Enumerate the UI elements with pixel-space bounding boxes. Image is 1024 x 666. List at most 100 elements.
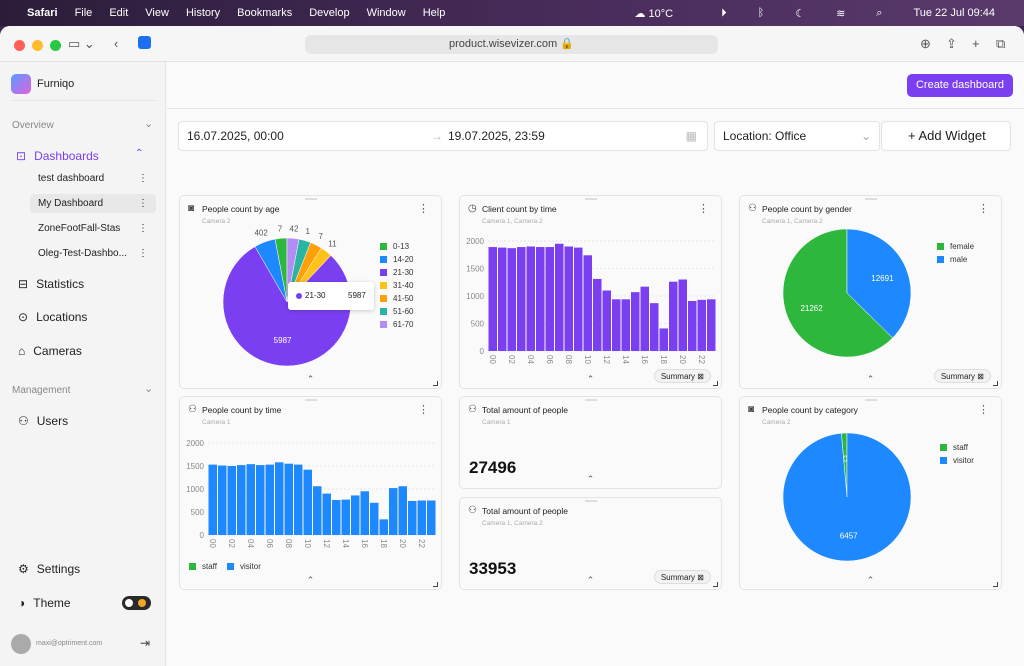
new-tab-icon[interactable]: + — [972, 36, 980, 51]
legend-item[interactable]: female — [937, 240, 974, 253]
resize-handle[interactable] — [433, 381, 438, 386]
legend-item[interactable]: 61-70 — [380, 318, 413, 331]
address-bar[interactable]: product.wisevizer.com 🔒 — [305, 35, 718, 54]
date-range-picker[interactable]: 16.07.2025, 00:00 → 19.07.2025, 23:59 ▦ — [178, 121, 708, 151]
more-icon[interactable]: ⋮ — [138, 198, 148, 209]
end-date[interactable]: 19.07.2025, 23:59 — [448, 129, 545, 143]
calendar-icon[interactable]: ▦ — [685, 129, 697, 143]
chevron-down-icon[interactable]: ⌄ — [144, 118, 154, 130]
sidebar-item-cameras[interactable]: ⌂ Cameras — [18, 344, 82, 358]
summary-button[interactable]: Summary ⊠ — [653, 369, 711, 383]
menu-develop[interactable]: Develop — [309, 7, 350, 19]
start-date[interactable]: 16.07.2025, 00:00 — [187, 129, 284, 143]
back-icon[interactable]: ‹ — [114, 36, 119, 51]
sidebar-item-locations[interactable]: ⊙ Locations — [18, 310, 88, 324]
clock-text[interactable]: Tue 22 Jul 09:44 — [913, 7, 995, 19]
menu-window[interactable]: Window — [366, 7, 406, 19]
more-icon[interactable]: ⋮ — [978, 404, 989, 416]
play-icon[interactable]: ⏵ — [721, 6, 727, 19]
share-icon[interactable]: ⇪ — [946, 36, 957, 51]
wifi-icon[interactable]: ≋ — [836, 7, 846, 20]
legend-item[interactable]: visitor — [226, 560, 261, 573]
bar — [498, 247, 507, 351]
resize-handle[interactable] — [713, 582, 718, 587]
widget-client-count: ◷ Client count by time Camera 1, Camera … — [459, 195, 722, 389]
close-button[interactable] — [14, 40, 25, 51]
collapse-icon[interactable]: ⌃ — [586, 474, 595, 484]
summary-button[interactable]: Summary ⊠ — [653, 570, 711, 584]
management-section[interactable]: Management — [12, 385, 71, 396]
legend-swatch — [380, 308, 387, 315]
location-select[interactable]: Location: Office ⌄ — [714, 121, 880, 151]
dashboard-item[interactable]: ZoneFootFall-Stas ⋮ — [30, 219, 156, 238]
bluetooth-icon[interactable]: ᛒ — [757, 7, 765, 19]
more-icon[interactable]: ⋮ — [138, 248, 148, 259]
more-icon[interactable]: ⋮ — [418, 203, 429, 215]
menu-help[interactable]: Help — [422, 7, 446, 19]
legend-item[interactable]: staff — [189, 560, 217, 573]
more-icon[interactable]: ⋮ — [698, 203, 709, 215]
dashboard-item[interactable]: Oleg-Test-Dashbo... ⋮ — [30, 244, 156, 263]
y-tick-label: 0 — [200, 531, 205, 540]
bar — [697, 299, 706, 351]
cloud-icon[interactable]: ☁ 10°C — [634, 7, 674, 20]
legend-item[interactable]: 21-30 — [380, 266, 413, 279]
collapse-icon[interactable]: ⌃ — [306, 575, 315, 585]
more-icon[interactable]: ⋮ — [978, 203, 989, 215]
moon-icon[interactable]: ☾ — [795, 7, 806, 20]
collapse-icon[interactable]: ⌃ — [306, 374, 315, 384]
theme-toggle[interactable] — [122, 596, 151, 610]
add-widget-button[interactable]: + Add Widget — [881, 121, 1011, 151]
legend-item[interactable]: 14-20 — [380, 253, 413, 266]
zoom-button[interactable] — [50, 40, 61, 51]
menu-app[interactable]: Safari — [27, 7, 58, 19]
sidebar-item-statistics[interactable]: ⊟ Statistics — [18, 277, 85, 291]
chevron-up-icon[interactable]: ⌃ — [135, 148, 144, 159]
menu-file[interactable]: File — [74, 7, 93, 19]
tabs-overview-icon[interactable]: ⧉ — [996, 36, 1006, 51]
more-icon[interactable]: ⋮ — [418, 404, 429, 416]
extension-icon[interactable] — [138, 36, 151, 49]
legend-item[interactable]: 51-60 — [380, 305, 413, 318]
collapse-icon[interactable]: ⌃ — [586, 575, 595, 585]
resize-handle[interactable] — [433, 582, 438, 587]
legend-item[interactable]: staff — [940, 441, 974, 454]
chevron-down-icon[interactable]: ⌄ — [144, 383, 154, 395]
menu-bookmarks[interactable]: Bookmarks — [237, 7, 293, 19]
menu-view[interactable]: View — [145, 7, 169, 19]
collapse-icon[interactable]: ⌃ — [866, 374, 875, 384]
sidebar-toggle-icon[interactable]: ▭ ⌄ — [68, 36, 95, 51]
overview-section[interactable]: Overview — [12, 120, 54, 131]
widget-title: People count by time — [202, 405, 282, 415]
more-icon[interactable]: ⋮ — [138, 223, 148, 234]
camera-icon: ⌂ — [18, 344, 26, 358]
resize-handle[interactable] — [713, 381, 718, 386]
sidebar-item-users[interactable]: ⚇ Users — [18, 414, 69, 428]
sidebar-item-dashboards[interactable]: ⊡ Dashboards — [16, 149, 99, 163]
menu-edit[interactable]: Edit — [109, 7, 129, 19]
legend-item[interactable]: 0-13 — [380, 240, 413, 253]
sidebar-item-settings[interactable]: ⚙ Settings — [18, 562, 81, 576]
dashboard-item[interactable]: test dashboard ⋮ — [30, 169, 156, 188]
avatar[interactable] — [11, 634, 31, 654]
dashboard-item[interactable]: My Dashboard ⋮ — [30, 194, 156, 213]
create-dashboard-button[interactable]: Create dashboard — [907, 74, 1013, 97]
legend-item[interactable]: 31-40 — [380, 279, 413, 292]
bar — [526, 246, 535, 351]
x-tick-label: 16 — [640, 355, 649, 364]
more-icon[interactable]: ⋮ — [138, 173, 148, 184]
menu-history[interactable]: History — [185, 7, 221, 19]
minimize-button[interactable] — [32, 40, 43, 51]
summary-button[interactable]: Summary ⊠ — [933, 369, 991, 383]
resize-handle[interactable] — [993, 381, 998, 386]
legend-item[interactable]: 41-50 — [380, 292, 413, 305]
download-icon[interactable]: ⊕ — [920, 36, 931, 51]
legend-item[interactable]: visitor — [940, 454, 974, 467]
collapse-icon[interactable]: ⌃ — [866, 575, 875, 585]
collapse-icon[interactable]: ⌃ — [586, 374, 595, 384]
resize-handle[interactable] — [993, 582, 998, 587]
search-icon[interactable]: ⌕ — [876, 6, 883, 19]
logout-icon[interactable]: ⇥ — [140, 636, 151, 650]
legend-item[interactable]: male — [937, 253, 974, 266]
bar — [707, 299, 716, 351]
